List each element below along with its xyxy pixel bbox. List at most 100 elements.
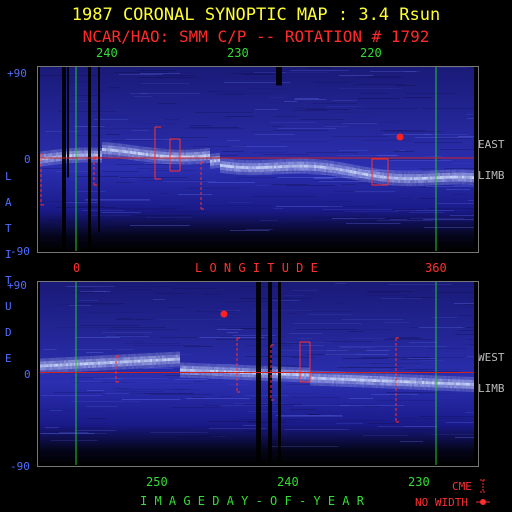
streamer-belt xyxy=(56,155,58,159)
streamer-belt xyxy=(94,367,96,371)
streamer-belt xyxy=(148,147,150,151)
streamer-belt xyxy=(164,148,166,152)
streamer-belt xyxy=(446,178,448,182)
streamer-belt xyxy=(402,383,404,387)
streamer-belt xyxy=(438,182,440,186)
streamer-belt xyxy=(134,145,136,149)
streamer-belt xyxy=(302,164,304,168)
streamer-belt xyxy=(378,385,380,389)
streamer-belt xyxy=(382,178,384,182)
streamer-belt xyxy=(342,371,344,375)
streamer-belt xyxy=(464,382,466,386)
streamer-belt xyxy=(406,183,408,187)
texture-streak xyxy=(281,443,312,444)
streamer-belt xyxy=(118,366,120,370)
streamer-belt xyxy=(450,172,452,176)
texture-streak xyxy=(374,159,441,160)
streamer-belt xyxy=(442,175,444,179)
texture-streak xyxy=(350,338,384,339)
streamer-belt xyxy=(254,169,256,173)
streamer-belt xyxy=(116,146,118,150)
streamer-belt xyxy=(334,377,336,381)
streamer-belt xyxy=(76,359,78,363)
streamer-belt xyxy=(102,358,104,362)
cme-bracket xyxy=(93,156,98,186)
streamer-belt xyxy=(206,372,208,376)
texture-streak xyxy=(194,381,207,382)
streamer-belt xyxy=(188,365,190,369)
streamer-belt xyxy=(370,167,372,171)
streamer-belt xyxy=(236,165,238,169)
streamer-belt xyxy=(242,376,244,380)
texture-streak xyxy=(122,209,176,210)
streamer-belt xyxy=(190,362,192,366)
streamer-belt xyxy=(424,170,426,174)
streamer-belt xyxy=(360,168,362,172)
streamer-belt xyxy=(402,380,404,384)
texture-streak xyxy=(390,219,408,220)
streamer-belt xyxy=(370,179,372,183)
streamer-belt xyxy=(290,167,292,171)
streamer-belt xyxy=(136,359,138,363)
streamer-belt xyxy=(406,374,408,378)
streamer-belt xyxy=(242,373,244,377)
streamer-belt xyxy=(100,355,102,359)
streamer-belt xyxy=(448,175,450,179)
streamer-belt xyxy=(254,377,256,381)
streamer-belt xyxy=(100,150,102,154)
streamer-belt xyxy=(188,149,190,153)
streamer-belt xyxy=(462,385,464,389)
streamer-belt xyxy=(368,176,370,180)
streamer-belt xyxy=(54,149,56,153)
streamer-belt xyxy=(218,376,220,380)
texture-streak xyxy=(114,72,170,73)
streamer-belt xyxy=(78,365,80,369)
streamer-belt xyxy=(374,177,376,181)
streamer-belt xyxy=(260,160,262,164)
texture-streak xyxy=(420,360,445,361)
streamer-belt xyxy=(86,356,88,360)
texture-streak xyxy=(40,219,58,220)
streamer-belt xyxy=(312,376,314,380)
streamer-belt xyxy=(460,376,462,380)
streamer-belt xyxy=(312,161,314,165)
texture-streak xyxy=(51,440,98,441)
texture-streak xyxy=(343,358,408,359)
texture-streak xyxy=(437,203,474,204)
texture-streak xyxy=(319,211,353,212)
streamer-belt xyxy=(238,364,240,368)
streamer-belt xyxy=(310,167,312,171)
streamer-belt xyxy=(232,376,234,380)
streamer-belt xyxy=(444,387,446,391)
streamer-belt xyxy=(200,151,202,155)
streamer-belt xyxy=(98,355,100,359)
streamer-belt xyxy=(452,175,454,179)
streamer-belt xyxy=(360,174,362,178)
streamer-belt xyxy=(178,155,180,159)
texture-streak xyxy=(294,405,350,406)
streamer-belt xyxy=(82,365,84,369)
streamer-belt xyxy=(460,175,462,179)
streamer-belt xyxy=(380,181,382,185)
streamer-belt xyxy=(196,375,198,379)
streamer-belt xyxy=(158,160,160,164)
streamer-belt xyxy=(296,370,298,374)
streamer-belt xyxy=(346,371,348,375)
texture-streak xyxy=(158,438,171,439)
streamer-belt xyxy=(406,377,408,381)
streamer-belt xyxy=(50,162,52,166)
streamer-belt xyxy=(230,367,232,371)
streamer-belt xyxy=(426,384,428,388)
streamer-belt xyxy=(414,183,416,187)
data-gap xyxy=(268,282,272,465)
streamer-belt xyxy=(210,165,212,169)
streamer-belt xyxy=(278,165,280,169)
streamer-belt xyxy=(158,364,160,368)
streamer-belt xyxy=(72,365,74,369)
texture-streak xyxy=(458,136,474,137)
texture-streak xyxy=(216,368,241,369)
streamer-belt xyxy=(344,171,346,175)
streamer-belt xyxy=(170,361,172,364)
streamer-belt xyxy=(142,149,144,153)
streamer-belt xyxy=(338,167,340,171)
